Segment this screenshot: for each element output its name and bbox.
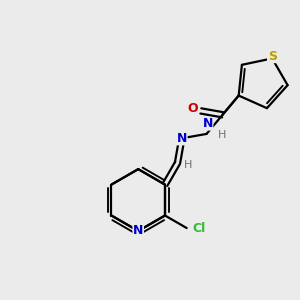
Text: Cl: Cl	[192, 221, 205, 235]
Text: H: H	[184, 160, 192, 170]
Text: N: N	[133, 224, 143, 238]
Text: N: N	[203, 117, 213, 130]
Text: H: H	[218, 130, 226, 140]
Text: S: S	[268, 50, 277, 63]
Text: O: O	[188, 102, 199, 115]
Text: N: N	[177, 132, 187, 145]
